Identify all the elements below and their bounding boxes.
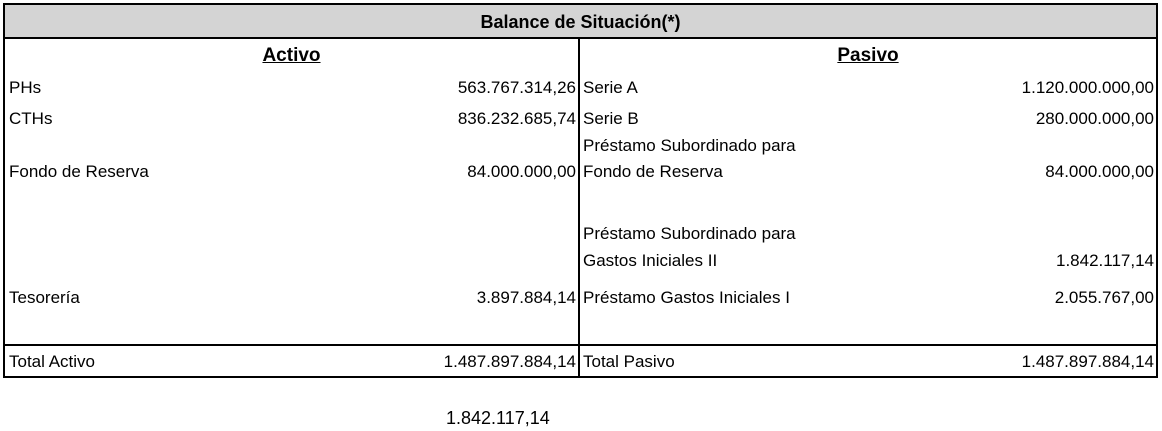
pasivo-label-prestamo-gastos-line1: Préstamo Subordinado para [583,224,796,243]
activo-value-cths: 836.232.685,74 [457,109,576,128]
pasivo-header: Pasivo [837,45,899,66]
total-pasivo-value: 1.487.897.884,14 [1021,352,1154,371]
activo-label-phs: PHs [9,78,42,97]
balance-table: Balance de Situación(*) Activo Pasivo PH… [3,3,1158,378]
activo-value-fondo-reserva: 84.000.000,00 [467,162,576,181]
activo-label-cths: CTHs [9,109,53,128]
table-title: Balance de Situación(*) [5,5,1156,39]
pasivo-label-prestamo-fondo-line1: Préstamo Subordinado para [583,136,796,155]
pasivo-label-serie-a: Serie A [583,78,638,97]
pasivo-label-serie-b: Serie B [583,109,639,128]
total-separator [5,344,1156,346]
activo-label-fondo-reserva: Fondo de Reserva [9,162,149,181]
pasivo-value-prestamo-gastos: 1.842.117,14 [1056,251,1154,270]
total-pasivo-label: Total Pasivo [583,352,675,371]
pasivo-value-prestamo-fondo: 84.000.000,00 [1045,162,1154,181]
pasivo-label-prestamo-gastos-line2: Gastos Iniciales II [583,251,718,270]
activo-value-phs: 563.767.314,26 [457,78,576,97]
pasivo-value-prestamo-gastos-i: 2.055.767,00 [1054,288,1154,307]
pasivo-value-serie-a: 1.120.000.000,00 [1021,78,1154,97]
pasivo-label-prestamo-fondo-line2: Fondo de Reserva [583,162,723,181]
total-activo-label: Total Activo [9,352,95,371]
column-divider [578,39,580,376]
activo-header: Activo [262,45,321,66]
footer-value: 1.842.117,14 [446,408,550,428]
pasivo-label-prestamo-gastos-i: Préstamo Gastos Iniciales I [583,288,790,307]
activo-label-tesoreria: Tesorería [9,288,80,307]
total-activo-value: 1.487.897.884,14 [443,352,576,371]
activo-value-tesoreria: 3.897.884,14 [476,288,576,307]
pasivo-value-serie-b: 280.000.000,00 [1035,109,1154,128]
